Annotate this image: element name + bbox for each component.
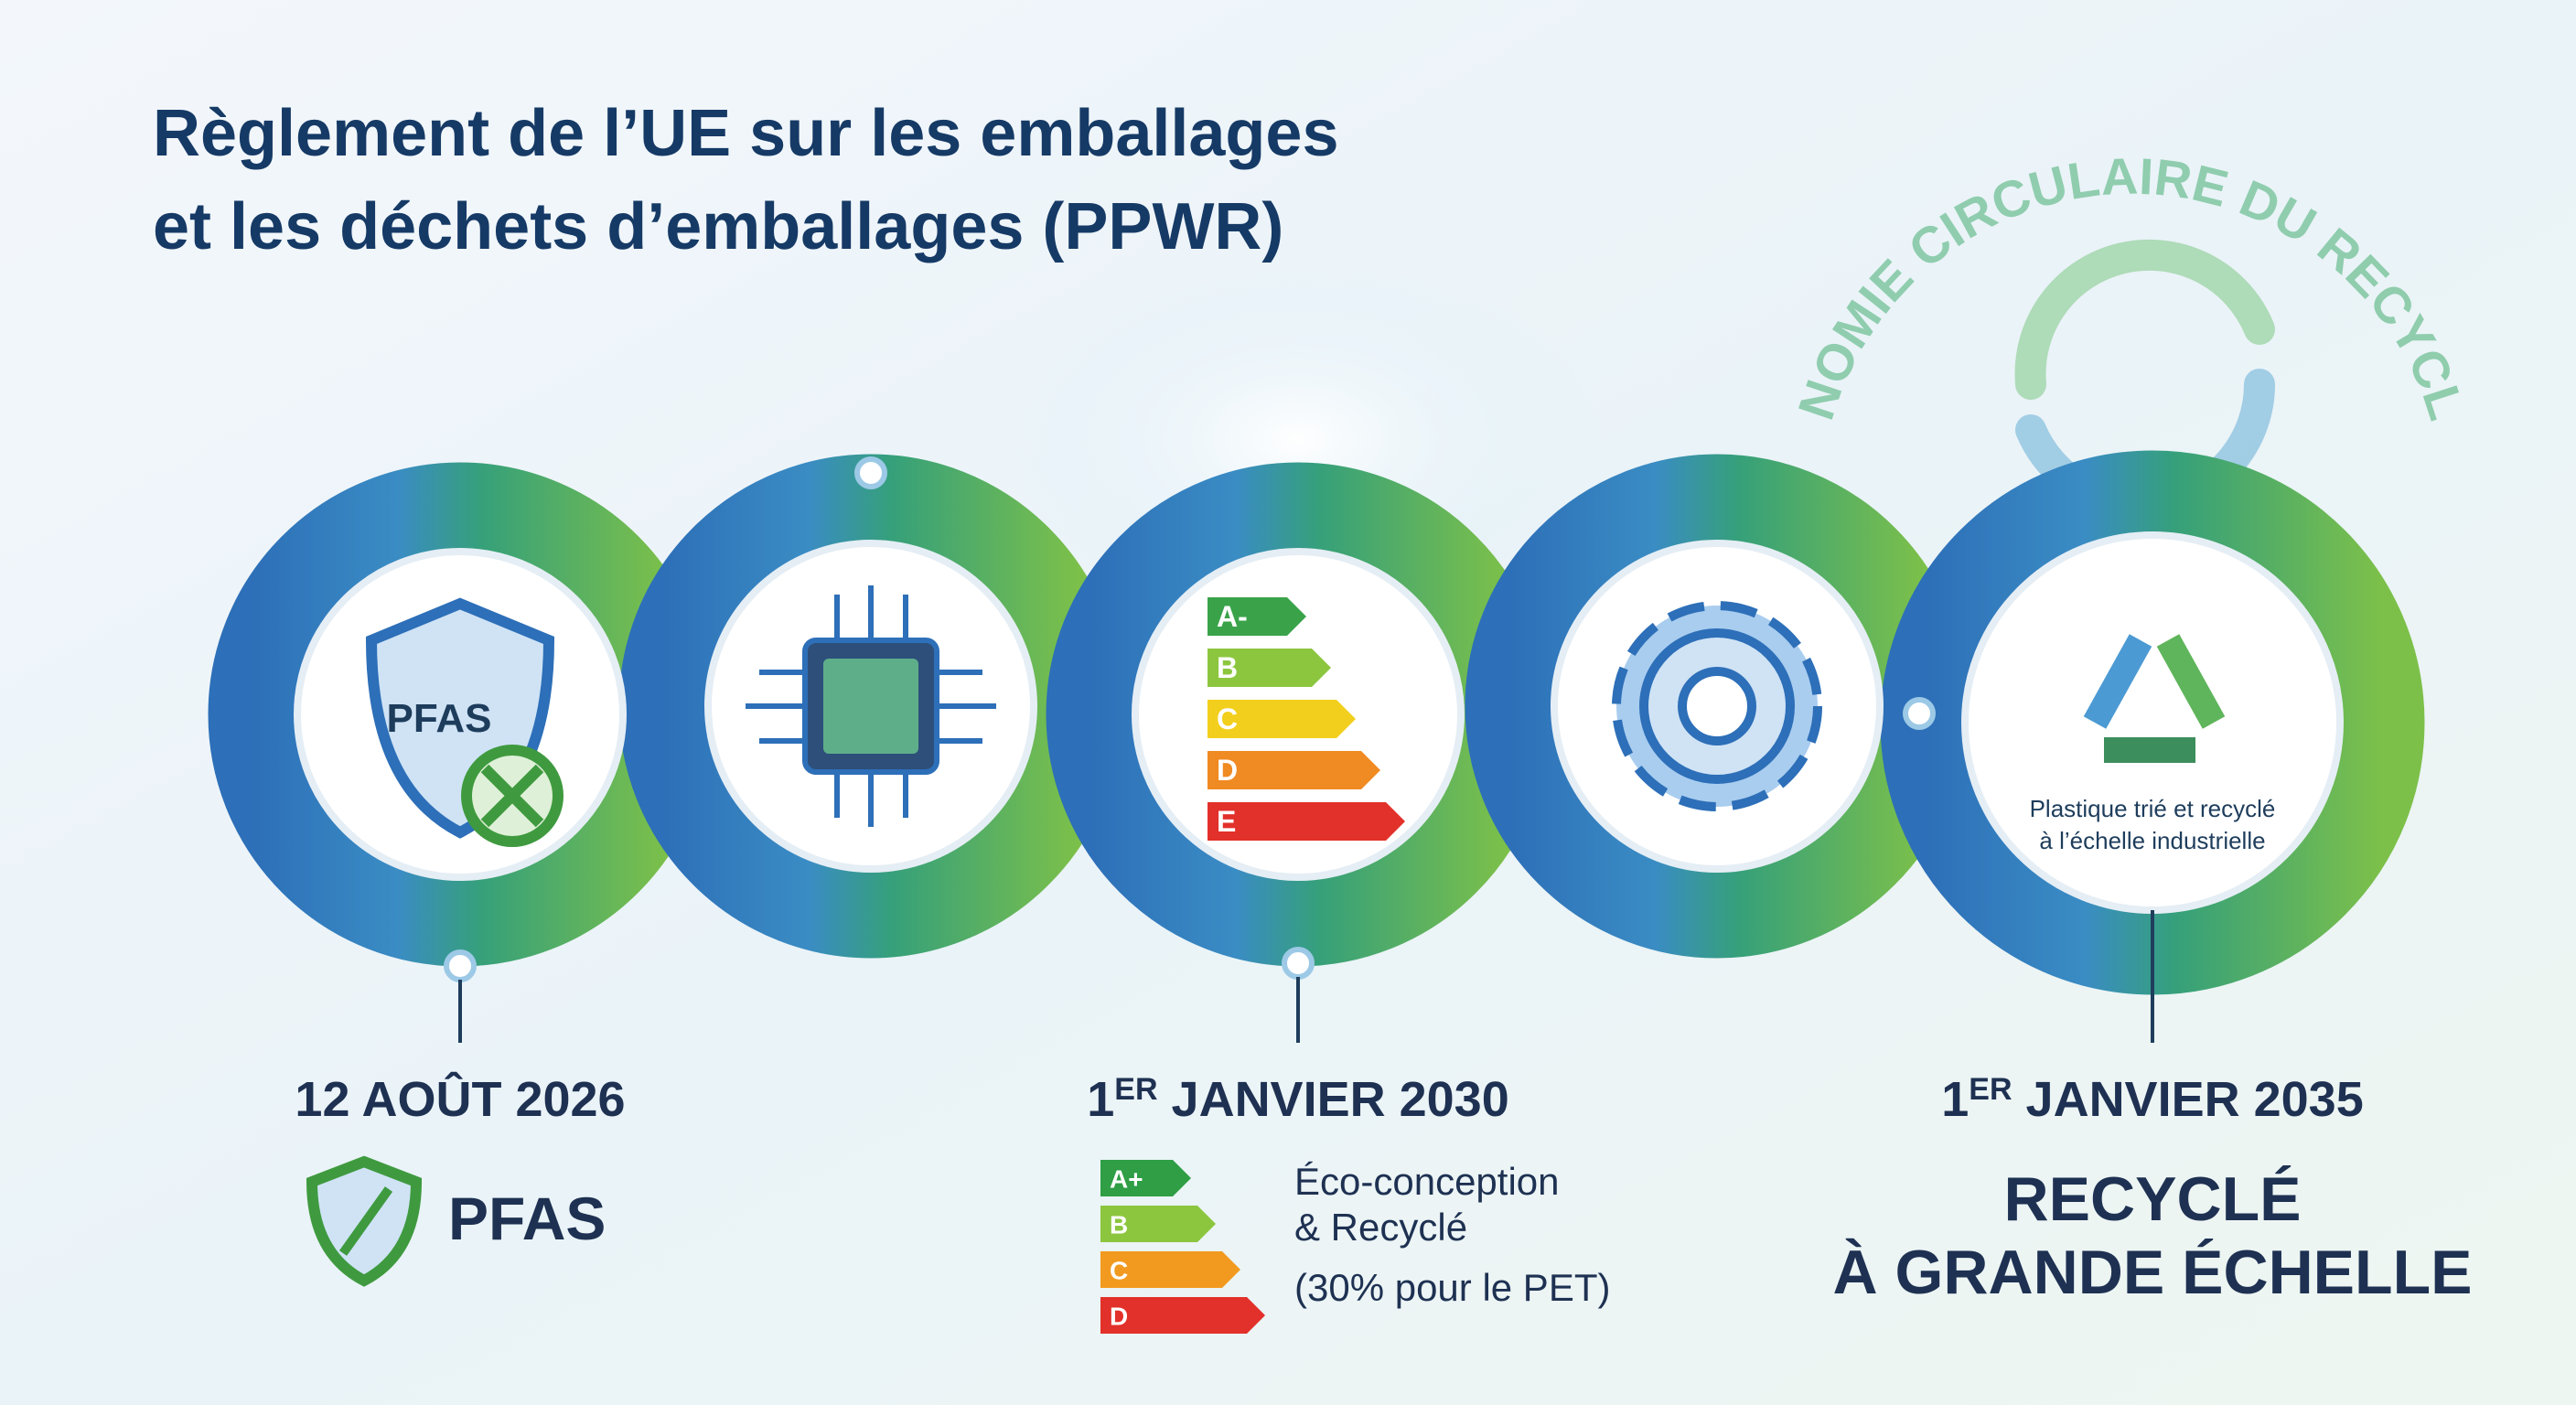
energy-arrow: [1208, 751, 1380, 789]
date-superscript: ER: [1969, 1072, 2012, 1107]
shield-icon: [365, 597, 564, 847]
title-line: et les déchets d’emballages (PPWR): [153, 190, 1283, 263]
energy-label: E: [1217, 805, 1236, 838]
pfas-shield: [306, 1155, 423, 1287]
milestone-date: 12 AOÛT 2026: [295, 1071, 625, 1127]
energy-label: D: [1217, 754, 1238, 787]
date-superscript: ER: [1114, 1072, 1157, 1107]
date-part: JANVIER 2030: [1158, 1072, 1509, 1127]
milestone-description: Éco-conception: [1294, 1160, 1560, 1203]
energy-arrow: [1100, 1251, 1240, 1288]
milestone-description: (30% pour le PET): [1294, 1266, 1610, 1309]
milestone-title: PFAS: [448, 1185, 606, 1252]
energy-scale: A+ BCD: [1100, 1160, 1265, 1334]
milestone-date: 1ER JANVIER 2030: [1087, 1072, 1508, 1127]
chip-icon: [746, 585, 996, 827]
energy-label: A+: [1110, 1164, 1143, 1193]
milestone-title: À GRANDE ÉCHELLE: [1833, 1238, 2473, 1307]
date-part: 1: [1941, 1072, 1969, 1127]
date-part: JANVIER 2035: [2012, 1072, 2364, 1127]
energy-label: C: [1110, 1256, 1128, 1284]
recycle-icon: [2083, 634, 2226, 763]
energy-arrow: [1208, 597, 1306, 636]
title-line: Règlement de l’UE sur les emballages: [153, 97, 1339, 170]
energy-arrow: [1208, 700, 1356, 738]
milestone-title: RECYCLÉ: [2004, 1164, 2302, 1234]
energy-arrow: [1100, 1160, 1191, 1196]
energy-label: C: [1217, 702, 1238, 735]
recycling-caption: Plastique trié et recyclé: [2030, 795, 2276, 822]
energy-label: A-: [1217, 600, 1248, 633]
energy-arrow: [1100, 1206, 1216, 1242]
energy-arrow: [1100, 1297, 1265, 1334]
gear-icon: [1612, 601, 1822, 811]
date-part: 12 AOÛT 2026: [295, 1071, 625, 1127]
nodes: [444, 456, 1936, 982]
energy-label: B: [1217, 651, 1238, 684]
milestone-description: & Recyclé: [1294, 1206, 1467, 1249]
date-part: 1: [1087, 1072, 1114, 1127]
energy-label: B: [1110, 1210, 1128, 1239]
timeline-track: [208, 450, 2425, 995]
energy-arrow: [1208, 802, 1405, 841]
date-pins: [458, 910, 2154, 1043]
energy-arrow: [1208, 649, 1331, 687]
energy-label: D: [1110, 1302, 1128, 1330]
recycling-caption: à l’échelle industrielle: [2039, 827, 2265, 854]
shield-label: PFAS: [387, 696, 492, 741]
milestone-date: 1ER JANVIER 2035: [1941, 1072, 2363, 1127]
